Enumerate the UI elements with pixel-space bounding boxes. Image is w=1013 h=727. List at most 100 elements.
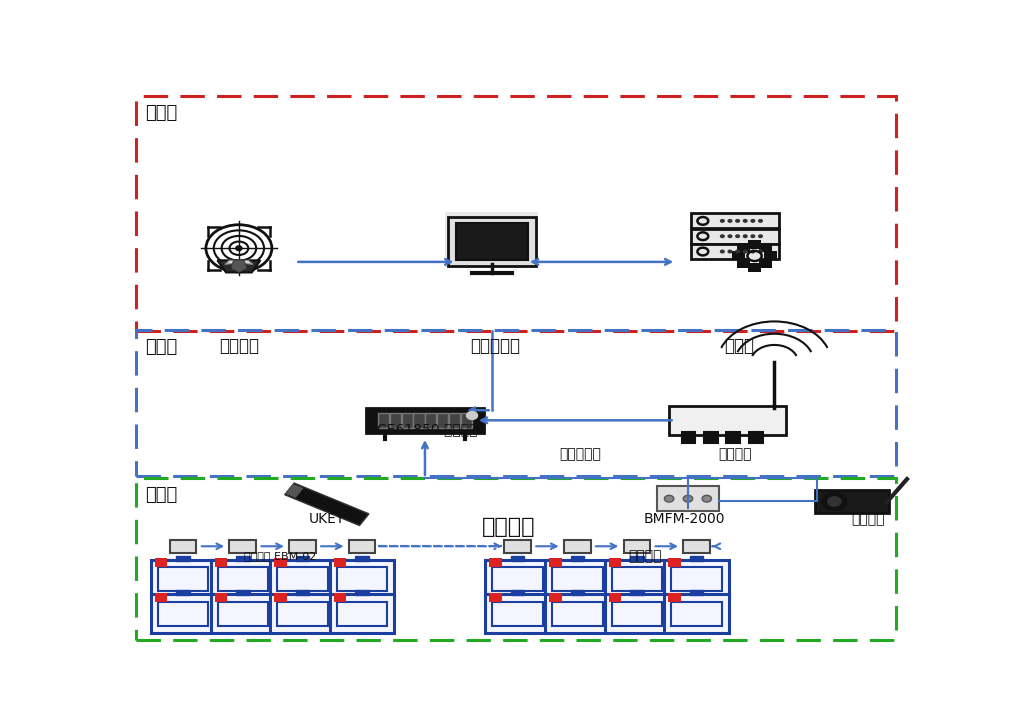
FancyBboxPatch shape [170, 539, 197, 553]
FancyBboxPatch shape [669, 593, 681, 602]
FancyBboxPatch shape [630, 590, 643, 595]
FancyBboxPatch shape [624, 539, 650, 553]
Polygon shape [225, 260, 253, 265]
FancyBboxPatch shape [366, 408, 484, 433]
FancyBboxPatch shape [270, 560, 334, 598]
FancyBboxPatch shape [691, 244, 779, 259]
FancyBboxPatch shape [270, 594, 334, 633]
FancyBboxPatch shape [749, 262, 761, 272]
Circle shape [759, 235, 763, 238]
Bar [136, 96, 897, 331]
Circle shape [728, 235, 731, 238]
FancyBboxPatch shape [665, 594, 728, 633]
FancyBboxPatch shape [609, 593, 621, 602]
FancyBboxPatch shape [489, 558, 501, 567]
Text: 安全路由: 安全路由 [718, 447, 752, 461]
FancyBboxPatch shape [549, 558, 561, 567]
FancyBboxPatch shape [691, 229, 779, 244]
FancyBboxPatch shape [669, 558, 681, 567]
FancyBboxPatch shape [330, 594, 394, 633]
FancyBboxPatch shape [549, 593, 561, 602]
FancyBboxPatch shape [657, 486, 719, 511]
FancyBboxPatch shape [151, 594, 216, 633]
Circle shape [720, 220, 724, 222]
Circle shape [828, 497, 841, 506]
Text: UKEY: UKEY [309, 513, 345, 526]
FancyBboxPatch shape [669, 406, 786, 435]
FancyBboxPatch shape [289, 539, 316, 553]
FancyBboxPatch shape [690, 590, 703, 595]
Text: 金泽电气: 金泽电气 [482, 517, 536, 537]
Text: 应用层: 应用层 [146, 104, 177, 122]
FancyBboxPatch shape [545, 560, 610, 598]
FancyBboxPatch shape [230, 539, 256, 553]
FancyBboxPatch shape [489, 593, 501, 602]
FancyBboxPatch shape [275, 558, 287, 567]
FancyBboxPatch shape [605, 594, 670, 633]
FancyBboxPatch shape [215, 593, 227, 602]
Circle shape [751, 235, 755, 238]
FancyBboxPatch shape [764, 252, 777, 260]
Text: 感知层: 感知层 [146, 486, 177, 505]
Circle shape [728, 250, 731, 253]
FancyBboxPatch shape [815, 490, 889, 513]
FancyBboxPatch shape [334, 593, 346, 602]
Text: 网络层: 网络层 [146, 338, 177, 356]
FancyBboxPatch shape [732, 252, 745, 260]
Circle shape [665, 495, 674, 502]
FancyBboxPatch shape [737, 244, 750, 252]
FancyBboxPatch shape [545, 594, 610, 633]
FancyBboxPatch shape [296, 555, 309, 561]
Circle shape [720, 250, 724, 253]
Text: 视频监控: 视频监控 [852, 513, 885, 526]
FancyBboxPatch shape [605, 560, 670, 598]
FancyBboxPatch shape [511, 555, 525, 561]
FancyBboxPatch shape [449, 413, 460, 427]
FancyBboxPatch shape [296, 590, 309, 595]
FancyBboxPatch shape [176, 590, 189, 595]
Polygon shape [285, 483, 369, 526]
Circle shape [751, 250, 755, 253]
Circle shape [720, 235, 724, 238]
FancyBboxPatch shape [485, 594, 550, 633]
Circle shape [751, 220, 755, 222]
FancyBboxPatch shape [704, 433, 718, 443]
FancyBboxPatch shape [570, 590, 583, 595]
Circle shape [467, 411, 477, 419]
FancyBboxPatch shape [236, 555, 249, 561]
FancyBboxPatch shape [609, 558, 621, 567]
Circle shape [728, 220, 731, 222]
FancyBboxPatch shape [456, 222, 528, 260]
FancyBboxPatch shape [236, 590, 249, 595]
Circle shape [702, 495, 711, 502]
Circle shape [744, 235, 747, 238]
FancyBboxPatch shape [448, 217, 536, 266]
FancyBboxPatch shape [446, 212, 538, 267]
FancyBboxPatch shape [485, 560, 550, 598]
FancyBboxPatch shape [749, 433, 763, 443]
FancyBboxPatch shape [683, 539, 710, 553]
FancyBboxPatch shape [348, 539, 376, 553]
Text: ICE61850 协转模块: ICE61850 协转模块 [373, 422, 477, 435]
Circle shape [735, 235, 739, 238]
Text: 采集模块 EBM-02: 采集模块 EBM-02 [243, 551, 316, 561]
Text: 点对点加密: 点对点加密 [559, 447, 602, 461]
FancyBboxPatch shape [151, 560, 216, 598]
FancyBboxPatch shape [378, 413, 389, 427]
Bar [136, 329, 897, 476]
Polygon shape [218, 260, 260, 273]
Bar [136, 478, 897, 640]
FancyBboxPatch shape [425, 413, 437, 427]
FancyBboxPatch shape [413, 413, 424, 427]
FancyBboxPatch shape [330, 560, 394, 598]
Polygon shape [231, 260, 247, 273]
Polygon shape [286, 484, 304, 498]
FancyBboxPatch shape [356, 590, 369, 595]
FancyBboxPatch shape [665, 560, 728, 598]
Circle shape [744, 220, 747, 222]
FancyBboxPatch shape [155, 593, 167, 602]
FancyBboxPatch shape [690, 555, 703, 561]
Circle shape [759, 250, 763, 253]
FancyBboxPatch shape [691, 213, 779, 228]
Circle shape [683, 495, 693, 502]
